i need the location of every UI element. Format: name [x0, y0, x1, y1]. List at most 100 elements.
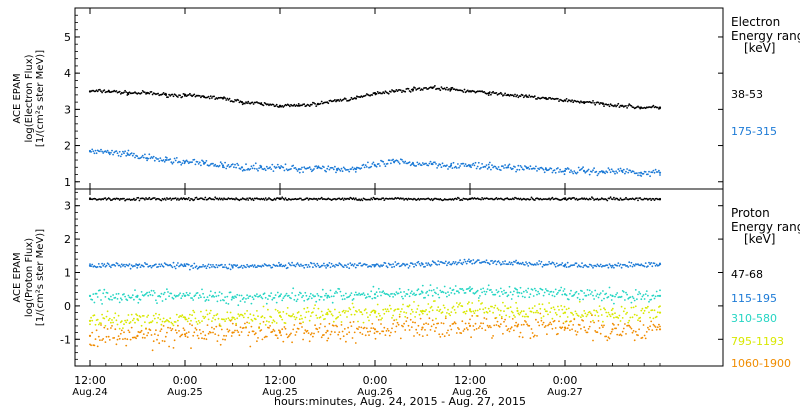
data-point: [175, 198, 178, 201]
data-point: [258, 167, 260, 170]
data-point: [608, 105, 611, 108]
data-point: [312, 169, 314, 172]
data-point: [317, 294, 320, 297]
data-point: [382, 91, 385, 93]
data-point: [215, 295, 218, 298]
data-point: [212, 317, 214, 319]
data-point: [205, 160, 208, 162]
data-point: [507, 328, 510, 330]
data-point: [208, 97, 211, 100]
data-point: [309, 315, 312, 317]
data-point: [447, 168, 449, 170]
data-point: [596, 331, 599, 334]
data-point: [436, 167, 438, 169]
data-point: [493, 324, 496, 327]
data-point: [658, 311, 662, 314]
data-point: [532, 311, 535, 314]
data-point: [303, 103, 306, 106]
data-point: [554, 171, 557, 174]
data-point: [159, 157, 162, 160]
data-point: [194, 266, 197, 269]
data-point: [253, 264, 256, 267]
data-point: [502, 165, 504, 168]
data-point: [116, 262, 119, 265]
data-point: [152, 155, 155, 158]
data-point: [254, 318, 257, 321]
data-point: [403, 263, 405, 266]
data-point: [332, 320, 335, 323]
data-point: [240, 101, 244, 104]
data-point: [142, 333, 145, 335]
data-point: [659, 289, 661, 292]
data-point: [251, 264, 254, 266]
data-point: [436, 264, 438, 266]
data-point: [563, 311, 567, 314]
data-point: [331, 167, 334, 169]
data-point: [166, 331, 168, 334]
data-point: [149, 293, 152, 296]
data-point: [292, 287, 295, 290]
data-point: [544, 168, 548, 171]
data-point: [96, 90, 99, 93]
data-point: [609, 332, 612, 335]
data-point: [219, 299, 222, 302]
data-point: [234, 198, 236, 201]
data-point: [187, 263, 190, 266]
data-point: [93, 301, 96, 304]
data-point: [258, 326, 260, 329]
data-point: [119, 155, 122, 158]
data-point: [202, 160, 205, 163]
data-point: [613, 105, 615, 108]
data-point: [426, 313, 429, 316]
data-point: [474, 322, 477, 325]
data-point: [583, 326, 586, 329]
data-point: [168, 345, 171, 348]
data-point: [528, 94, 531, 97]
data-point: [416, 161, 419, 164]
data-point: [340, 295, 343, 297]
data-point: [533, 334, 536, 337]
legend-entry-38-53: 38-53: [731, 88, 763, 101]
data-point: [123, 263, 125, 266]
data-point: [239, 326, 242, 329]
data-point: [273, 297, 276, 299]
data-point: [182, 292, 185, 295]
data-point: [517, 96, 520, 99]
data-point: [619, 263, 622, 266]
data-point: [187, 317, 190, 320]
y-tick-label: 5: [64, 31, 71, 44]
data-point: [268, 321, 270, 323]
data-point: [130, 326, 133, 329]
data-point: [140, 329, 143, 332]
data-point: [217, 198, 220, 201]
y-tick-label: 3: [64, 200, 71, 213]
data-point: [554, 327, 557, 329]
data-point: [388, 159, 391, 162]
data-point: [470, 166, 472, 169]
data-point: [533, 305, 536, 307]
data-point: [183, 333, 187, 336]
data-point: [375, 316, 378, 318]
data-point: [549, 321, 552, 324]
data-point: [193, 198, 196, 201]
data-point: [175, 157, 178, 159]
data-point: [438, 263, 441, 266]
data-point: [131, 319, 134, 322]
data-point: [90, 344, 92, 347]
data-point: [246, 310, 249, 312]
data-point: [172, 161, 175, 164]
data-point: [226, 198, 229, 201]
data-point: [115, 90, 118, 92]
data-point: [472, 325, 475, 327]
data-point: [402, 160, 404, 163]
data-point: [508, 316, 511, 318]
data-point: [276, 337, 279, 339]
data-point: [454, 311, 457, 314]
data-point: [342, 166, 345, 169]
data-point: [282, 340, 285, 343]
data-point: [274, 308, 277, 311]
data-point: [629, 316, 632, 319]
data-point: [563, 169, 567, 172]
data-point: [591, 101, 593, 104]
data-point: [406, 293, 409, 296]
